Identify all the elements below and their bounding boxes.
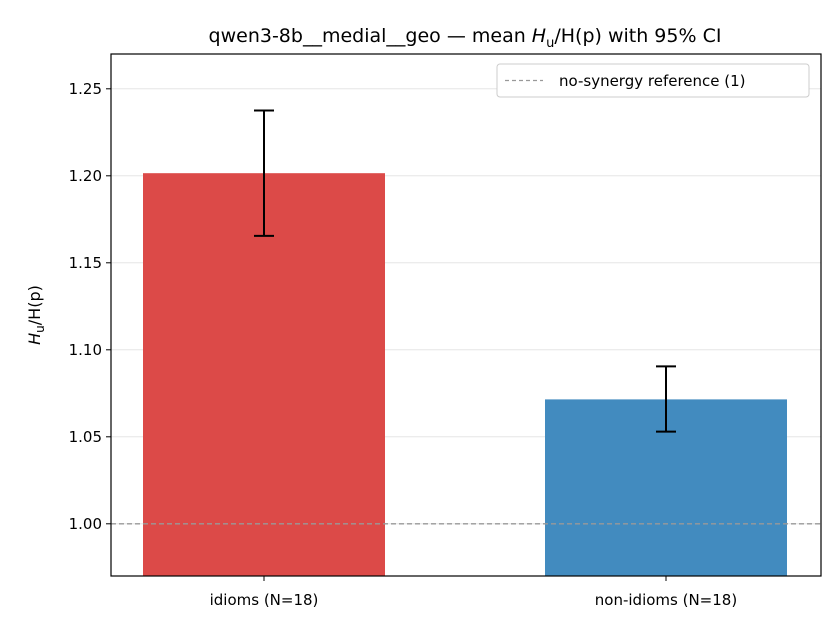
y-tick-label: 1.05: [69, 428, 102, 446]
chart-title-math-rest: /H(p): [554, 25, 602, 47]
axes-layer: 1.00 1.05 1.10 1.15 1.20 1.25 idioms (N=18) non…: [69, 53, 822, 609]
chart-title: qwen3-8b__medial__geo — mean Hu/H(p) wit…: [209, 25, 722, 51]
y-tick-label: 1.15: [69, 254, 102, 272]
legend: no-synergy reference (1): [496, 63, 810, 98]
y-axis-label-base: H: [25, 333, 44, 345]
y-axis-label: Hu/H(p): [25, 285, 47, 345]
y-tick-label: 1.20: [69, 167, 102, 185]
y-tick-label: 1.25: [69, 80, 102, 98]
y-tick-label: 1.10: [69, 341, 102, 359]
x-tick-label: idioms (N=18): [210, 591, 319, 609]
chart-title-prefix: qwen3-8b__medial__geo — mean: [209, 25, 532, 47]
chart-title-math-base: H: [532, 25, 546, 47]
legend-box: [496, 63, 810, 98]
y-axis-label-rest: /H(p): [25, 285, 44, 325]
chart-title-math-sub: u: [546, 36, 554, 51]
plot-frame: [110, 53, 822, 577]
x-tick-label: non-idioms (N=18): [595, 591, 737, 609]
errorbar-layer: [254, 109, 676, 433]
bars-layer: [143, 173, 787, 576]
legend-reference-label: no-synergy reference (1): [559, 72, 746, 90]
chart-title-suffix: with 95% CI: [602, 25, 722, 47]
y-tick-label: 1.00: [69, 515, 102, 533]
y-axis-label-sub: u: [33, 325, 47, 333]
bar-0: [143, 173, 385, 576]
